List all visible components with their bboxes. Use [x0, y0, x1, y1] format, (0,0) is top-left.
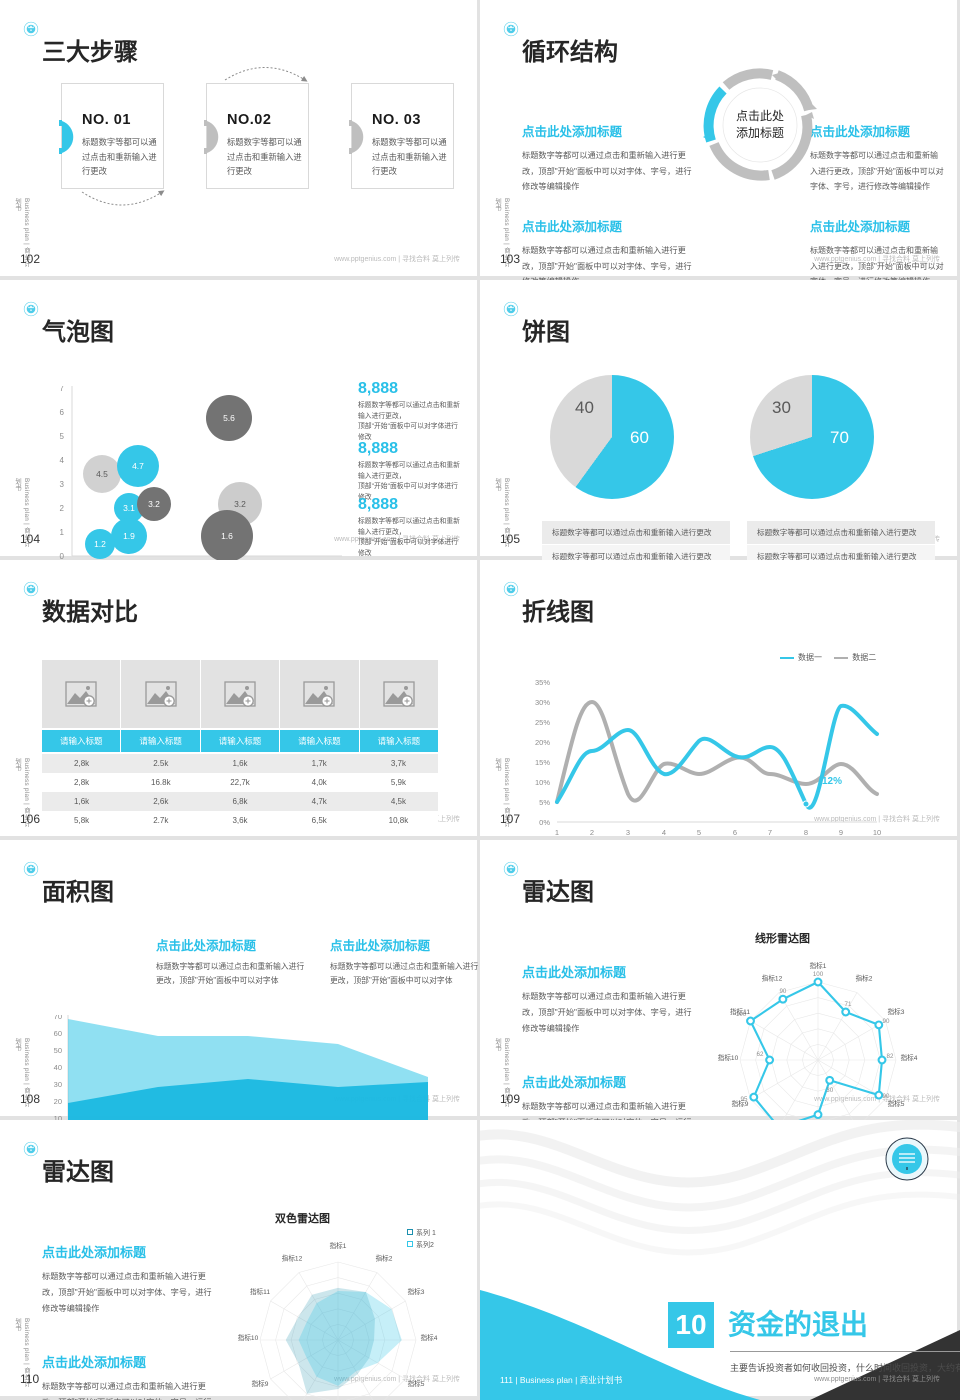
svg-text:6: 6	[733, 828, 737, 837]
svg-text:指标5: 指标5	[408, 1379, 425, 1388]
svg-text:指标11: 指标11	[250, 1287, 270, 1296]
svg-text:3.2: 3.2	[234, 499, 246, 509]
svg-text:指标1: 指标1	[330, 1241, 347, 1250]
svg-text:0%: 0%	[539, 818, 550, 827]
svg-text:5: 5	[697, 828, 701, 837]
svg-text:3: 3	[60, 480, 65, 489]
svg-text:8: 8	[804, 828, 808, 837]
svg-text:指标2: 指标2	[376, 1253, 393, 1262]
svg-text:指标3: 指标3	[888, 1007, 905, 1016]
svg-text:50: 50	[54, 1046, 62, 1055]
svg-text:指标4: 指标4	[421, 1333, 438, 1342]
svg-text:90: 90	[883, 1018, 890, 1025]
svg-text:7: 7	[768, 828, 772, 837]
svg-text:90: 90	[883, 1093, 890, 1100]
svg-text:3: 3	[626, 828, 630, 837]
svg-text:指标10: 指标10	[238, 1333, 259, 1342]
svg-text:30: 30	[826, 1087, 833, 1094]
svg-text:12%: 12%	[822, 776, 842, 787]
svg-text:30: 30	[54, 1080, 62, 1089]
svg-text:82: 82	[887, 1053, 894, 1060]
svg-text:2: 2	[60, 504, 65, 513]
svg-text:62: 62	[757, 1051, 764, 1058]
svg-text:15%: 15%	[535, 758, 550, 767]
svg-text:5.6: 5.6	[223, 413, 235, 423]
svg-text:25%: 25%	[535, 718, 550, 727]
svg-text:指标4: 指标4	[901, 1053, 918, 1062]
svg-text:71: 71	[845, 1001, 852, 1008]
svg-text:指标11: 指标11	[730, 1007, 750, 1016]
svg-text:1: 1	[60, 528, 65, 537]
svg-text:2: 2	[590, 828, 594, 837]
svg-text:3.1: 3.1	[123, 503, 135, 513]
svg-text:1.2: 1.2	[94, 539, 106, 549]
svg-text:4.7: 4.7	[132, 461, 144, 471]
svg-text:5%: 5%	[539, 798, 550, 807]
svg-text:10: 10	[873, 828, 881, 837]
svg-text:60: 60	[54, 1029, 62, 1038]
svg-text:指标2: 指标2	[856, 973, 873, 982]
svg-text:4: 4	[60, 456, 65, 465]
svg-text:70: 70	[54, 1015, 62, 1021]
svg-text:指标5: 指标5	[888, 1099, 905, 1108]
svg-text:35%: 35%	[535, 678, 550, 687]
svg-text:指标3: 指标3	[408, 1287, 425, 1296]
svg-text:20: 20	[54, 1097, 62, 1106]
svg-text:5: 5	[60, 432, 65, 441]
svg-text:1.6: 1.6	[221, 531, 233, 541]
svg-text:10%: 10%	[535, 778, 550, 787]
svg-text:20%: 20%	[535, 738, 550, 747]
svg-text:4: 4	[662, 828, 666, 837]
svg-text:1: 1	[555, 828, 559, 837]
svg-text:100: 100	[813, 971, 824, 978]
svg-text:4.5: 4.5	[96, 469, 108, 479]
svg-text:指标12: 指标12	[282, 1253, 303, 1262]
svg-text:7: 7	[60, 386, 65, 393]
svg-text:指标12: 指标12	[762, 973, 783, 982]
svg-text:9: 9	[839, 828, 843, 837]
svg-text:40: 40	[54, 1063, 62, 1072]
svg-text:30%: 30%	[535, 698, 550, 707]
svg-text:指标9: 指标9	[732, 1099, 749, 1108]
svg-text:0: 0	[60, 552, 65, 560]
svg-text:指标10: 指标10	[718, 1053, 739, 1062]
svg-text:1.9: 1.9	[123, 531, 135, 541]
svg-text:指标9: 指标9	[252, 1379, 269, 1388]
svg-text:90: 90	[779, 988, 786, 995]
svg-text:指标1: 指标1	[810, 961, 827, 970]
svg-text:3.2: 3.2	[148, 499, 160, 509]
svg-text:6: 6	[60, 408, 65, 417]
